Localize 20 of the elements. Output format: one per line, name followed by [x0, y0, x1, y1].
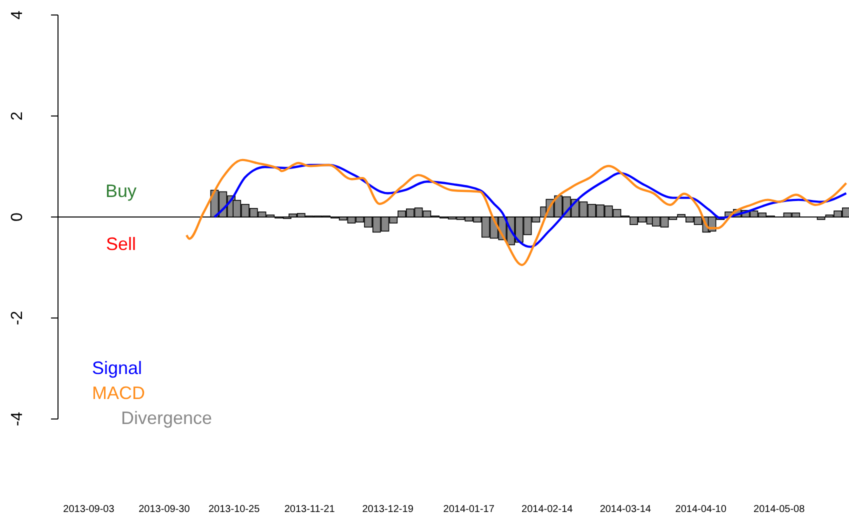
y-tick-label: 4	[9, 10, 26, 20]
text: Divergence	[121, 408, 212, 428]
x-tick-label: 2014-03-14	[600, 504, 652, 515]
text: MACD	[92, 383, 145, 403]
annotation: Sell	[106, 234, 136, 254]
y-tick-label: 0	[9, 212, 26, 222]
text: Signal	[92, 358, 142, 378]
x-tick-label: 2013-12-19	[362, 504, 414, 515]
y-tick-label: -2	[9, 310, 26, 326]
y-tick-label: 2	[9, 111, 26, 120]
x-tick-label: 2014-02-14	[522, 504, 574, 515]
x-tick-label: 2013-09-30	[138, 504, 190, 515]
x-tick-label: 2014-04-10	[675, 504, 727, 515]
x-tick-label: 2013-11-21	[284, 504, 336, 515]
x-tick-label: 2014-01-17	[443, 504, 495, 515]
annotation: Buy	[105, 181, 137, 201]
x-tick-label: 2013-09-03	[63, 504, 115, 515]
x-tick-label: 2014-05-08	[754, 504, 806, 515]
y-tick-label: -4	[9, 412, 26, 426]
x-tick-label: 2013-10-25	[208, 504, 260, 515]
